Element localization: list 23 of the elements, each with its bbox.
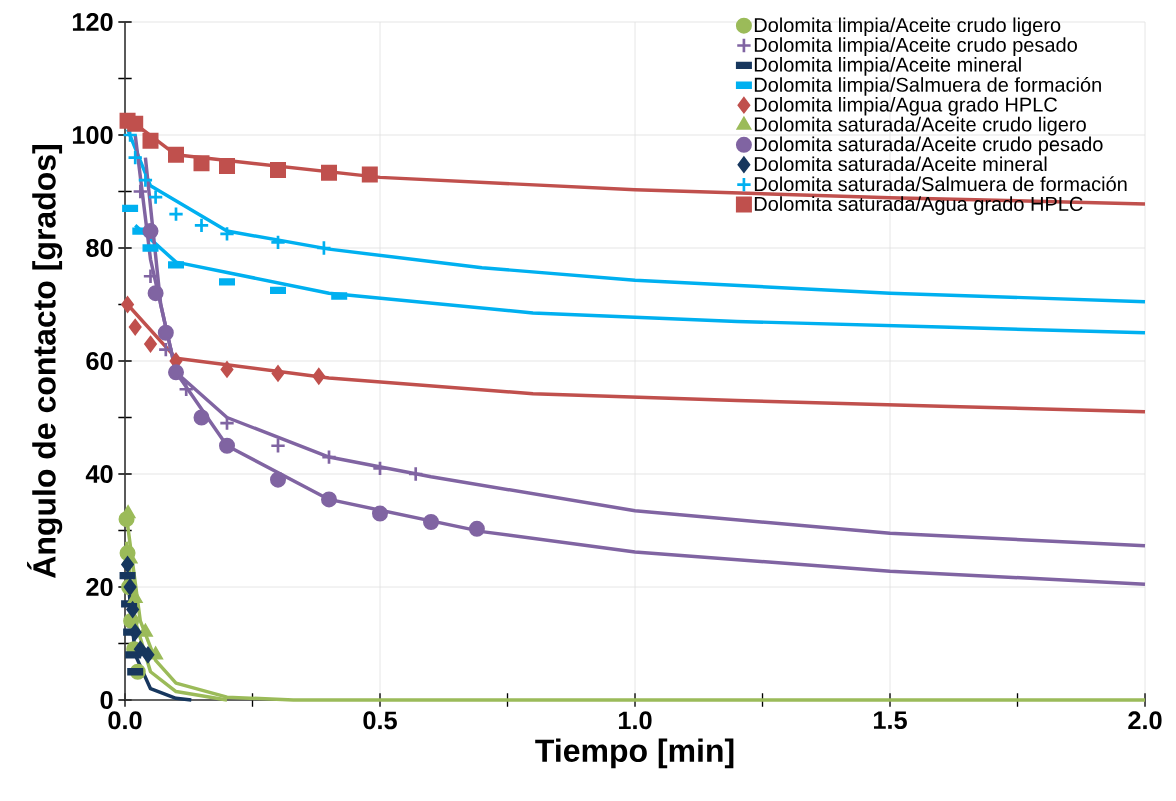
x-tick-label: 2.0: [1128, 711, 1162, 730]
legend-label: Dolomita limpia/Aceite crudo ligero: [754, 17, 1061, 37]
x-tick-label: 1.5: [873, 711, 907, 730]
y-tick-label: 120: [72, 13, 113, 31]
y-axis-title: Ángulo de contacto [grados]: [27, 145, 63, 578]
legend-label: Dolomita saturada/Aceite mineral: [754, 156, 1047, 172]
y-tick-label: 40: [85, 465, 113, 483]
x-tick-label: 0.0: [108, 711, 142, 730]
y-tick-label: 20: [86, 578, 113, 596]
legend-label: Dolomita limpia/Agua grado HPLC: [754, 96, 1058, 116]
legend-label: Dolomita limpia/Aceite crudo pesado: [754, 37, 1077, 56]
legend-label: Dolomita saturada/Salmuera de formación: [754, 176, 1127, 192]
y-tick-label: 0: [100, 691, 113, 709]
y-tick-label: 80: [86, 239, 113, 257]
x-tick-label: 1.0: [618, 711, 652, 730]
y-tick-label: 60: [86, 352, 113, 370]
y-tick-label: 100: [72, 126, 113, 144]
x-axis-title: Tiempo [min]: [535, 738, 734, 769]
legend-label: Dolomita limpia/Aceite mineral: [754, 57, 1021, 76]
legend-label: Dolomita saturada/Aceite crudo pesado: [754, 136, 1103, 156]
legend-label: Dolomita limpia/Salmuera de formación: [754, 76, 1101, 96]
legend-label: Dolomita saturada/Aceite crudo ligero: [754, 116, 1086, 136]
x-tick-label: 0.5: [363, 711, 397, 730]
